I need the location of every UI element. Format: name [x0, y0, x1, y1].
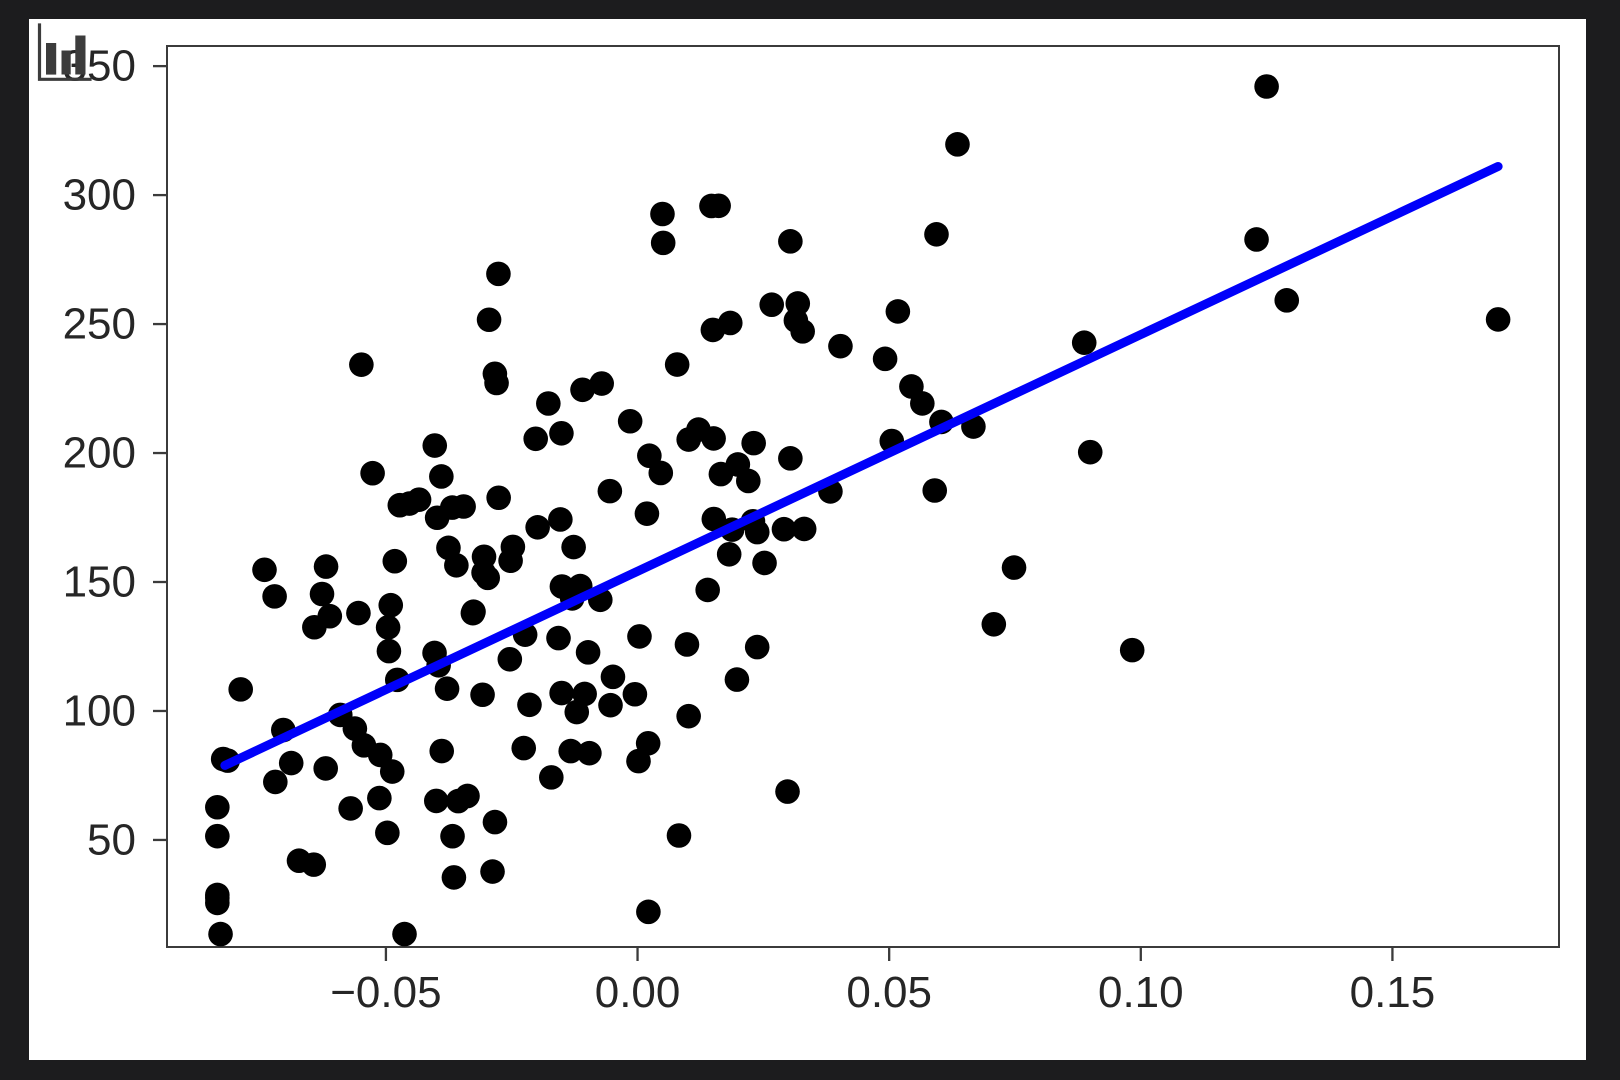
svg-text:0.05: 0.05 [846, 968, 932, 1017]
svg-text:100: 100 [63, 686, 136, 735]
svg-text:50: 50 [87, 815, 136, 864]
svg-text:−0.05: −0.05 [330, 968, 441, 1017]
svg-text:0.00: 0.00 [595, 968, 681, 1017]
svg-text:0.10: 0.10 [1098, 968, 1184, 1017]
svg-text:250: 250 [63, 300, 136, 349]
svg-text:0.15: 0.15 [1350, 968, 1436, 1017]
svg-text:300: 300 [63, 171, 136, 220]
svg-text:150: 150 [63, 558, 136, 607]
svg-text:200: 200 [63, 429, 136, 478]
